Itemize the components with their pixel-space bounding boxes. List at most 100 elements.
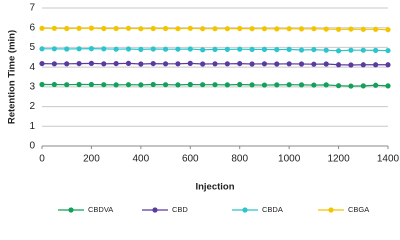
point	[311, 46, 317, 53]
point	[39, 46, 45, 52]
point	[373, 62, 379, 68]
x-tick-label: 1200	[327, 154, 350, 165]
point	[298, 82, 305, 88]
point	[175, 61, 181, 67]
point	[274, 46, 280, 53]
point	[162, 82, 169, 88]
point	[39, 25, 45, 31]
legend-marker	[328, 207, 334, 213]
point	[249, 82, 255, 88]
point	[237, 60, 243, 67]
point	[249, 46, 255, 53]
point	[187, 60, 193, 66]
point	[162, 46, 169, 52]
legend-marker	[152, 207, 158, 213]
point	[249, 61, 255, 67]
point	[323, 26, 329, 32]
point	[175, 26, 181, 32]
point	[138, 61, 144, 67]
point	[138, 46, 144, 53]
point	[286, 26, 292, 32]
point	[237, 25, 243, 32]
point	[125, 25, 132, 31]
point	[274, 82, 280, 88]
point	[101, 25, 107, 32]
point	[224, 46, 230, 53]
point	[51, 61, 57, 67]
point	[311, 82, 317, 88]
legend-label: CBDA	[262, 205, 283, 214]
point	[125, 46, 132, 52]
point	[286, 61, 292, 67]
point	[187, 25, 193, 31]
point	[64, 46, 70, 52]
point	[162, 61, 169, 67]
point	[150, 25, 156, 32]
point	[348, 62, 354, 68]
point	[76, 46, 82, 52]
y-tick-label: 1	[29, 121, 35, 132]
point	[237, 46, 243, 52]
point	[212, 82, 218, 88]
point	[274, 26, 280, 32]
point	[311, 26, 317, 32]
point	[323, 82, 329, 88]
point	[64, 61, 70, 67]
x-tick-label: 200	[83, 154, 100, 165]
point	[113, 82, 119, 88]
point	[335, 62, 342, 68]
y-tick-label: 7	[29, 3, 35, 14]
point	[200, 26, 206, 32]
point	[88, 46, 95, 52]
point	[212, 46, 218, 53]
point	[101, 61, 107, 67]
x-tick-label: 400	[133, 154, 150, 165]
y-tick-label: 6	[29, 22, 35, 33]
point	[224, 61, 230, 67]
point	[175, 46, 181, 52]
point	[298, 47, 305, 53]
point	[385, 83, 391, 89]
x-tick-label: 600	[182, 154, 199, 165]
point	[286, 82, 292, 88]
x-tick-label: 1000	[278, 154, 301, 165]
chart: Injection Retention Time (min) 0 1 2 3 4 5 6 7 0…	[7, 3, 400, 214]
point	[150, 46, 156, 52]
point	[51, 81, 57, 88]
point	[212, 61, 218, 67]
y-tick-label: 0	[29, 141, 35, 152]
point	[224, 82, 230, 88]
point	[200, 47, 206, 53]
point	[200, 61, 206, 67]
point	[76, 60, 82, 67]
legend-label: CBD	[172, 205, 188, 214]
point	[51, 46, 57, 52]
y-tick-label: 5	[29, 42, 35, 53]
point	[385, 27, 391, 33]
point	[224, 26, 230, 32]
y-tick-label: 4	[29, 62, 35, 73]
point	[348, 26, 354, 32]
point	[39, 60, 45, 67]
point	[64, 25, 70, 32]
point	[311, 61, 317, 67]
y-tick-label: 3	[29, 81, 35, 92]
point	[323, 47, 329, 53]
point	[385, 47, 391, 54]
point	[249, 26, 255, 32]
point	[335, 26, 342, 32]
y-tick-label: 2	[29, 101, 35, 112]
point	[348, 47, 354, 53]
point	[150, 81, 156, 88]
y-axis-title: Retention Time (min)	[7, 30, 18, 124]
point	[286, 46, 292, 53]
point	[39, 81, 45, 88]
point	[113, 25, 119, 32]
point	[125, 60, 132, 66]
point	[125, 82, 132, 88]
point	[385, 62, 391, 68]
point	[162, 25, 169, 32]
point	[261, 26, 268, 32]
x-axis-title: Injection	[195, 182, 234, 193]
legend-label: CBDVA	[88, 205, 113, 214]
